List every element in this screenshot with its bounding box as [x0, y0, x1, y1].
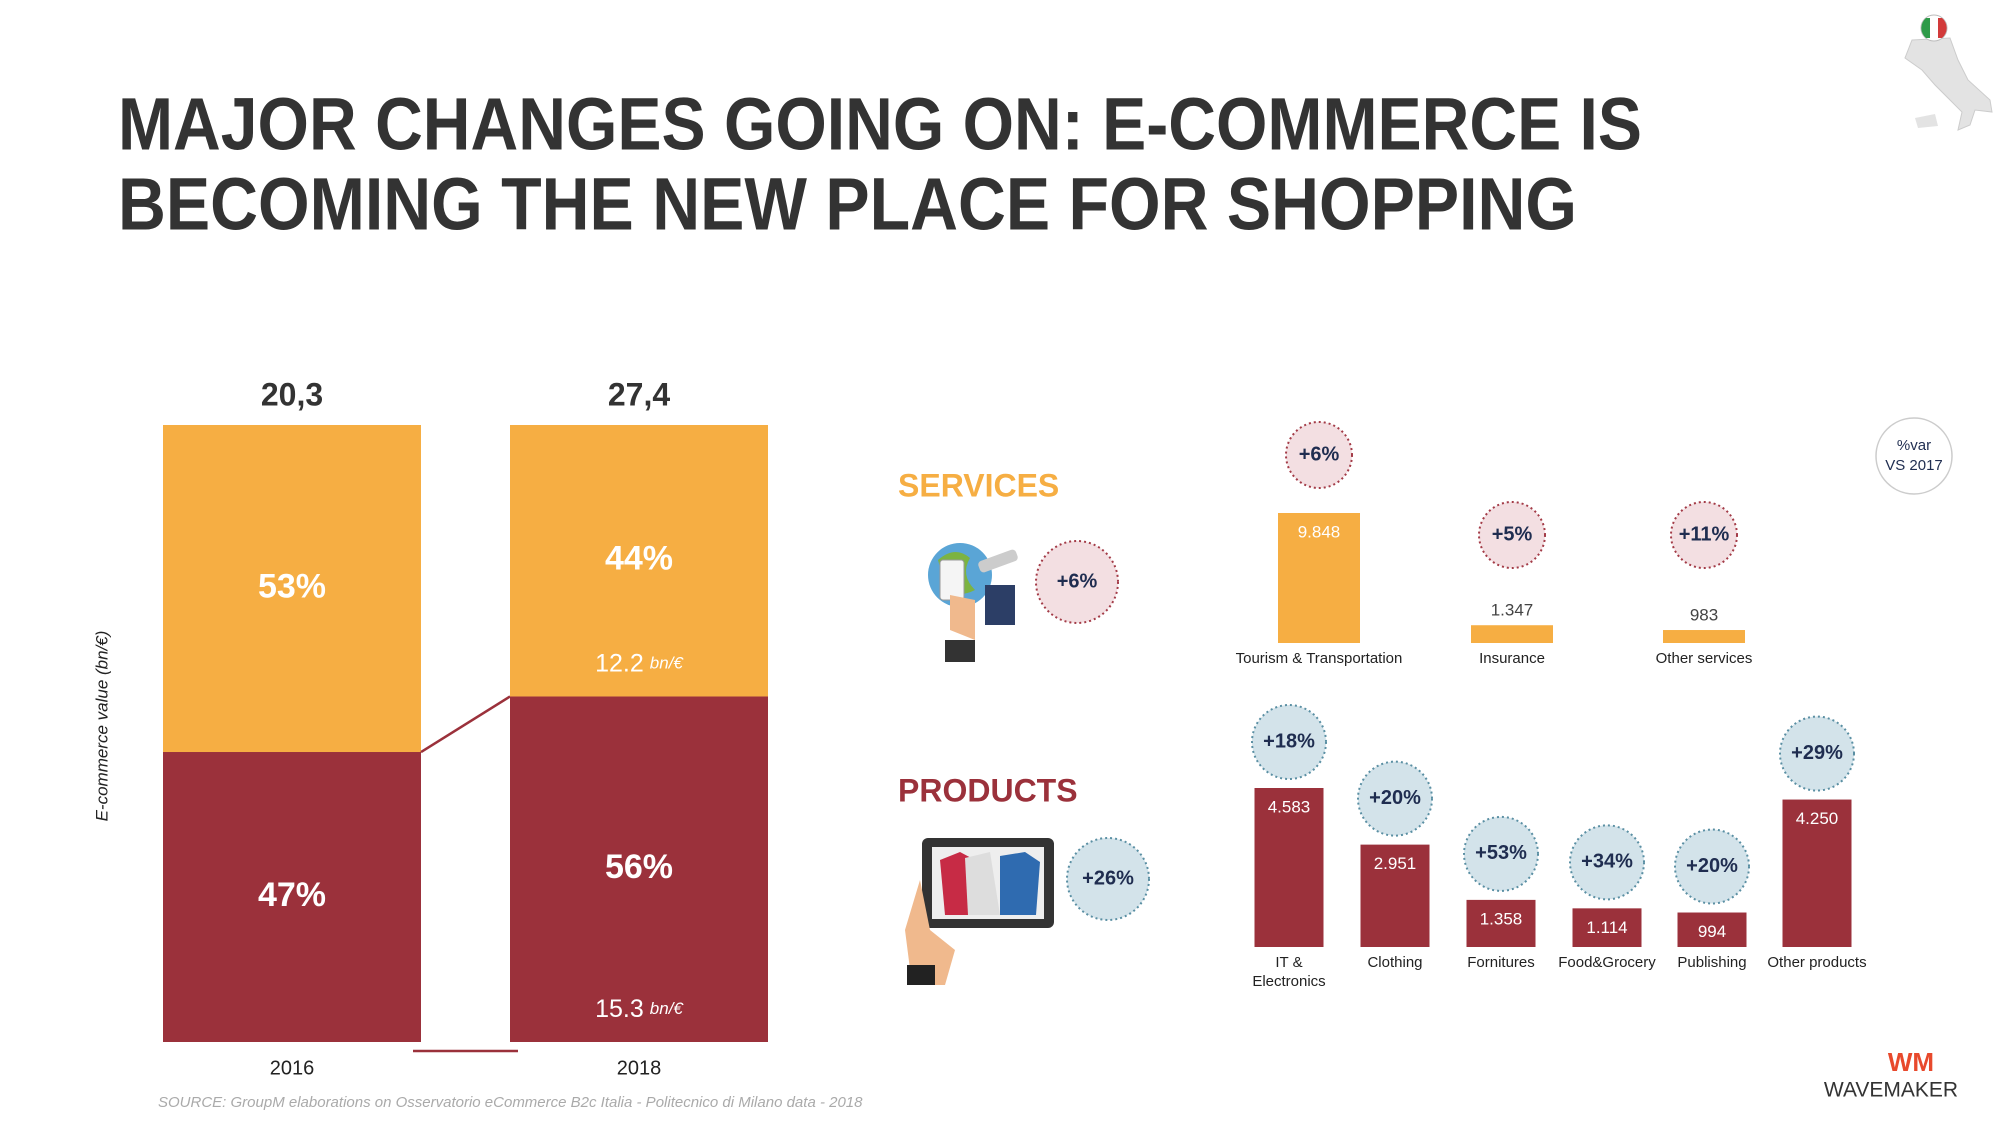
growth-badge [1478, 501, 1546, 569]
growth-badge [1463, 815, 1539, 892]
value-label: 4.583 [1268, 797, 1311, 816]
bar [1278, 513, 1360, 643]
products-icon [905, 838, 1054, 985]
total-label: 20,3 [261, 376, 323, 412]
logo: WAVEMAKER [1824, 1079, 1958, 1102]
bar [1360, 844, 1430, 947]
amount-unit: bn/€ [650, 654, 685, 673]
x-tick-label-box: IT & Electronics [1252, 954, 1326, 990]
value-label: 983 [1690, 606, 1718, 625]
growth-badge [1357, 760, 1433, 837]
growth-label: +20% [1369, 787, 1421, 809]
italy-map [1904, 14, 1993, 131]
value-label: 1.358 [1480, 909, 1523, 928]
bar [1782, 799, 1852, 947]
growth-label: +29% [1791, 742, 1843, 764]
x-tick-label-box: Insurance [1479, 650, 1545, 667]
bar [1254, 788, 1324, 947]
growth-label: +5% [1492, 523, 1533, 545]
amount-label: 12.2 bn/€ [595, 649, 684, 677]
bar [1677, 912, 1747, 947]
value-label: 1.347 [1491, 601, 1534, 620]
value-label: 994 [1698, 922, 1726, 941]
var-note-line: %var [1897, 437, 1931, 454]
bar-segment [510, 696, 768, 1042]
growth-badge [1674, 828, 1750, 905]
x-tick-label: IT & Electronics [1252, 954, 1326, 990]
x-tick-label: Publishing [1677, 954, 1747, 971]
var-note: %var VS 2017 [1875, 417, 1953, 495]
title-line: MAJOR CHANGES GOING ON: E-COMMERCE IS [118, 83, 1642, 166]
growth-badge [1035, 540, 1119, 624]
bar [1466, 899, 1536, 947]
logo-mark: WM [1888, 1047, 1934, 1077]
growth-label: +18% [1263, 730, 1315, 752]
section-heading: PRODUCTS [898, 772, 1078, 808]
x-tick-label: Other services [1655, 650, 1753, 667]
y-axis-label: E-commerce value (bn/€) [92, 631, 111, 822]
title-line: BECOMING THE NEW PLACE FOR SHOPPING [118, 163, 1577, 246]
total-label: 27,4 [608, 376, 670, 412]
x-tick-label-box: Other products [1767, 954, 1867, 971]
connector [420, 695, 511, 754]
growth-label: +26% [1082, 867, 1134, 889]
value-label: 1.114 [1586, 918, 1627, 937]
x-tick-label: 2016 [270, 1057, 315, 1079]
growth-badge [1779, 715, 1855, 792]
growth-label: +6% [1057, 570, 1098, 592]
growth-badge [1670, 501, 1738, 569]
x-tick-label-box: Food&Grocery [1558, 954, 1656, 971]
value-label: 53% [258, 567, 326, 605]
source-note: SOURCE: GroupM elaborations on Osservato… [158, 1094, 863, 1111]
amount-value: 15.3 [595, 995, 644, 1023]
growth-badge [1066, 837, 1150, 921]
value-label: 56% [605, 848, 673, 886]
x-tick-label: Tourism & Transportation [1235, 650, 1403, 667]
x-tick-label-box: Publishing [1677, 954, 1747, 971]
section-heading: SERVICES [898, 467, 1059, 503]
growth-label: +34% [1581, 851, 1633, 873]
amount-unit: bn/€ [650, 999, 685, 1018]
value-label: 47% [258, 876, 326, 914]
x-tick-label: Other products [1767, 954, 1867, 971]
bar-segment [510, 425, 768, 697]
x-tick-label: Food&Grocery [1558, 954, 1656, 971]
value-label: 44% [605, 540, 673, 578]
amount-label: 15.3 bn/€ [595, 995, 684, 1023]
bar [1471, 625, 1553, 643]
value-label: 9.848 [1298, 522, 1341, 541]
x-tick-label: Fornitures [1467, 954, 1535, 971]
x-tick-label-box: Other services [1655, 650, 1753, 667]
var-note-line: VS 2017 [1885, 457, 1943, 474]
bar [1572, 908, 1642, 947]
bar-segment [163, 425, 421, 753]
value-label: 4.250 [1796, 809, 1839, 828]
x-tick-label-box: Fornitures [1467, 954, 1535, 971]
growth-badge [1285, 421, 1353, 489]
x-tick-label-box: Clothing [1367, 954, 1423, 971]
x-tick-label: 2018 [617, 1057, 662, 1079]
x-tick-label: Insurance [1479, 650, 1545, 667]
growth-label: +20% [1686, 855, 1738, 877]
growth-label: +53% [1475, 842, 1527, 864]
value-label: 2.951 [1374, 854, 1417, 873]
services-icon [928, 543, 1018, 662]
bar [1663, 630, 1745, 643]
bar-segment [163, 752, 421, 1042]
x-tick-label: Clothing [1367, 954, 1423, 971]
growth-label: +11% [1679, 523, 1730, 545]
amount-value: 12.2 [595, 649, 644, 677]
x-tick-label-box: Tourism & Transportation [1235, 650, 1403, 667]
growth-badge [1251, 704, 1327, 780]
growth-badge [1569, 824, 1645, 901]
growth-label: +6% [1299, 443, 1340, 465]
